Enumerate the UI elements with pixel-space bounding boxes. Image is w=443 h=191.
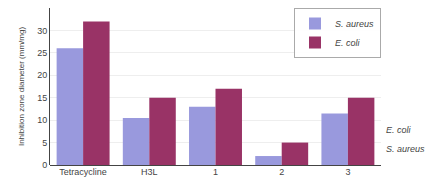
svg-text:E. coli: E. coli	[386, 125, 412, 135]
svg-text:E. coli: E. coli	[335, 38, 361, 48]
svg-text:Inhibition zone diameter (mm/m: Inhibition zone diameter (mm/mg)	[17, 27, 26, 146]
svg-text:5: 5	[42, 138, 47, 148]
svg-text:H3L: H3L	[141, 167, 158, 177]
svg-text:3: 3	[345, 167, 350, 177]
svg-text:15: 15	[37, 93, 47, 103]
svg-text:30: 30	[37, 26, 47, 36]
svg-text:1: 1	[213, 167, 218, 177]
svg-text:20: 20	[37, 70, 47, 80]
svg-text:S. aureus: S. aureus	[386, 144, 425, 154]
svg-text:10: 10	[37, 115, 47, 125]
svg-text:S. aureus: S. aureus	[335, 19, 374, 29]
svg-text:0: 0	[42, 160, 47, 170]
svg-text:25: 25	[37, 48, 47, 58]
svg-text:Tetracycline: Tetracycline	[59, 167, 107, 177]
svg-text:2: 2	[279, 167, 284, 177]
